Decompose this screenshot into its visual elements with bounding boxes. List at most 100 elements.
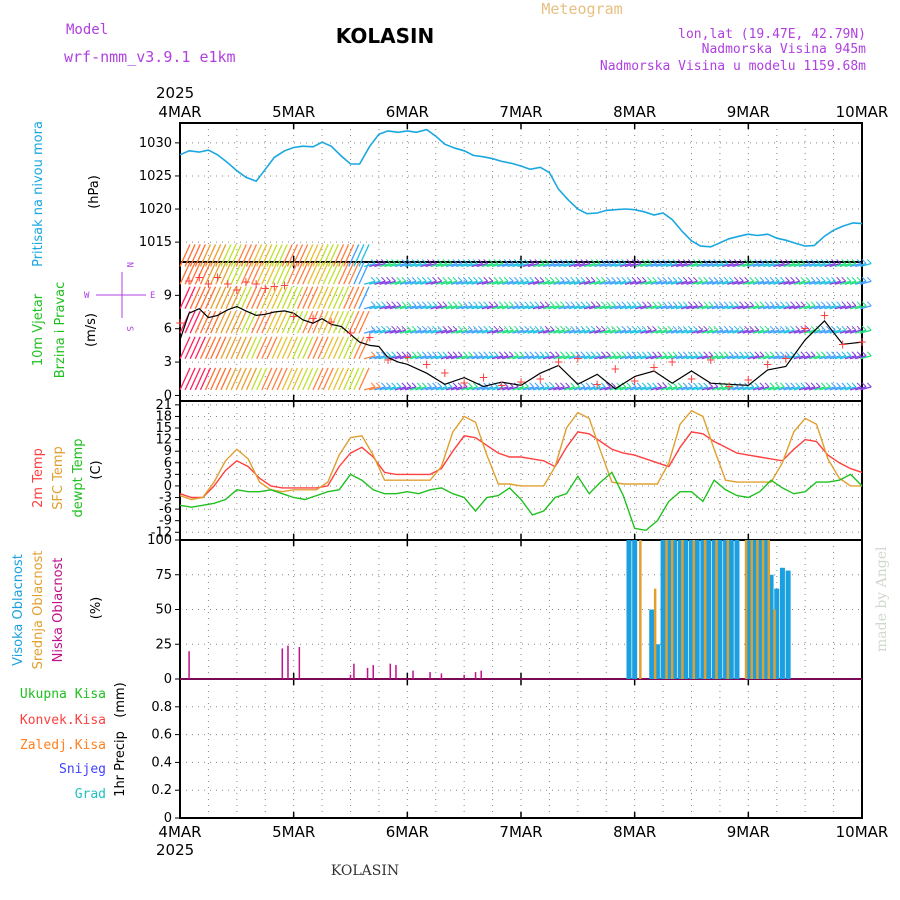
wind-barb: [358, 336, 370, 360]
wind-barb-tip: [432, 382, 437, 388]
wind-barb: [430, 355, 442, 360]
wind-barb: [706, 386, 719, 391]
wind-barb-tip: [754, 301, 760, 307]
wind-barb-tip: [769, 301, 775, 307]
wind-barb-tip: [483, 259, 489, 264]
wind-barb: [701, 262, 713, 268]
wind-barb: [691, 386, 703, 391]
wind-barb-tip: [790, 382, 795, 388]
wind-barb-tip: [421, 382, 427, 388]
wind-barb: [629, 355, 642, 360]
wind-barb-tip: [514, 276, 519, 282]
wind-barb-tip: [580, 259, 586, 264]
wind-barb-tip: [386, 259, 391, 264]
wind-barb: [496, 262, 509, 268]
wind-barb: [327, 244, 339, 267]
wind-barb: [210, 244, 222, 267]
lonlat-text: lon,lat (19.47E, 42.79N): [678, 27, 866, 42]
wind-barb-tip: [462, 301, 468, 307]
wind-barb: [849, 262, 862, 268]
wind-barb-tip: [703, 382, 708, 388]
wind-barb: [619, 355, 632, 360]
wind-barb-tip: [391, 301, 396, 307]
wind-barb-tip: [421, 259, 427, 264]
wind-barb-tip: [401, 301, 407, 307]
wind-barb-tip: [785, 382, 790, 388]
wind-barb-tip: [631, 325, 637, 331]
wind-barb: [839, 262, 852, 268]
wind-barb-tip: [631, 351, 637, 357]
wind-barb: [435, 262, 447, 268]
wind-barb: [204, 244, 217, 267]
wind-barb-tip: [723, 325, 729, 331]
wind-barb: [220, 286, 232, 309]
wind-barb: [696, 280, 708, 285]
wind-barb-tip: [713, 259, 719, 264]
wind-barb-tip: [554, 276, 560, 282]
wind-barb: [517, 355, 529, 360]
wind-barb: [297, 367, 309, 391]
gust-mark: +: [440, 366, 450, 380]
wind-barb: [358, 367, 370, 391]
wind-barb: [803, 280, 816, 285]
wind-barb: [532, 280, 545, 285]
wind-barb: [824, 305, 836, 310]
wind-barb: [471, 386, 483, 391]
wind-barb: [215, 261, 227, 285]
wind-barb-tip: [396, 382, 402, 388]
wind-barb: [179, 286, 191, 309]
wind-barb-tip: [667, 351, 673, 357]
wind-barb: [737, 305, 749, 310]
wind-barb: [670, 305, 683, 310]
wind-barb: [527, 305, 539, 310]
wind-barb: [466, 280, 478, 285]
wind-barb-tip: [493, 351, 499, 357]
wind-barb: [225, 286, 237, 309]
wind-barb: [302, 367, 314, 391]
wind-barb: [322, 261, 334, 285]
wind-barb: [245, 367, 258, 391]
wind-barb: [589, 262, 601, 268]
wind-barb: [184, 310, 196, 334]
wind-barb-tip: [662, 382, 668, 388]
wind-barb-tip: [539, 301, 545, 307]
wind-barb: [481, 355, 493, 360]
wind-barb: [568, 329, 580, 334]
wind-barb: [312, 336, 324, 360]
gust-mark: +: [241, 275, 251, 289]
wind-barb-tip: [759, 325, 765, 331]
cloud_mid-bar: [653, 588, 657, 679]
wind-barb: [640, 329, 652, 334]
wind-barb: [471, 305, 483, 310]
wind-barb-tip: [391, 276, 396, 282]
wind-barb: [389, 305, 401, 310]
wind-barb: [768, 329, 780, 334]
wind-legend-east: E: [150, 291, 155, 301]
credit-text: made by Angel: [874, 546, 890, 652]
y-tick-label: 0.2: [151, 783, 172, 798]
wind-barb-tip: [698, 259, 703, 264]
wind-barb-tip: [856, 301, 862, 307]
wind-barb: [670, 262, 683, 268]
gust-mark: +: [175, 316, 185, 330]
cloud_high-bar: [711, 540, 717, 679]
wind-barb-tip: [626, 351, 632, 357]
wind-barb-tip: [473, 351, 478, 357]
wind-barb-tip: [810, 259, 816, 264]
wind-barb: [855, 386, 867, 391]
y-tick-label: 0.4: [151, 755, 172, 770]
cloud_high-bar: [689, 540, 694, 679]
wind-barb-tip: [416, 276, 422, 282]
wind-barb: [696, 329, 708, 334]
wind-barb-tip: [406, 259, 412, 264]
wind-barb: [757, 355, 770, 360]
wind-barb: [629, 280, 642, 285]
wind-barb: [348, 367, 360, 391]
wind-barb: [619, 280, 632, 285]
wind-barb: [670, 355, 683, 360]
wind-barb-tip: [805, 325, 811, 331]
wind-barb: [445, 262, 458, 268]
gust-mark: +: [724, 380, 734, 394]
y-tick-label: 1020: [139, 202, 172, 217]
wind-barb: [803, 305, 816, 310]
